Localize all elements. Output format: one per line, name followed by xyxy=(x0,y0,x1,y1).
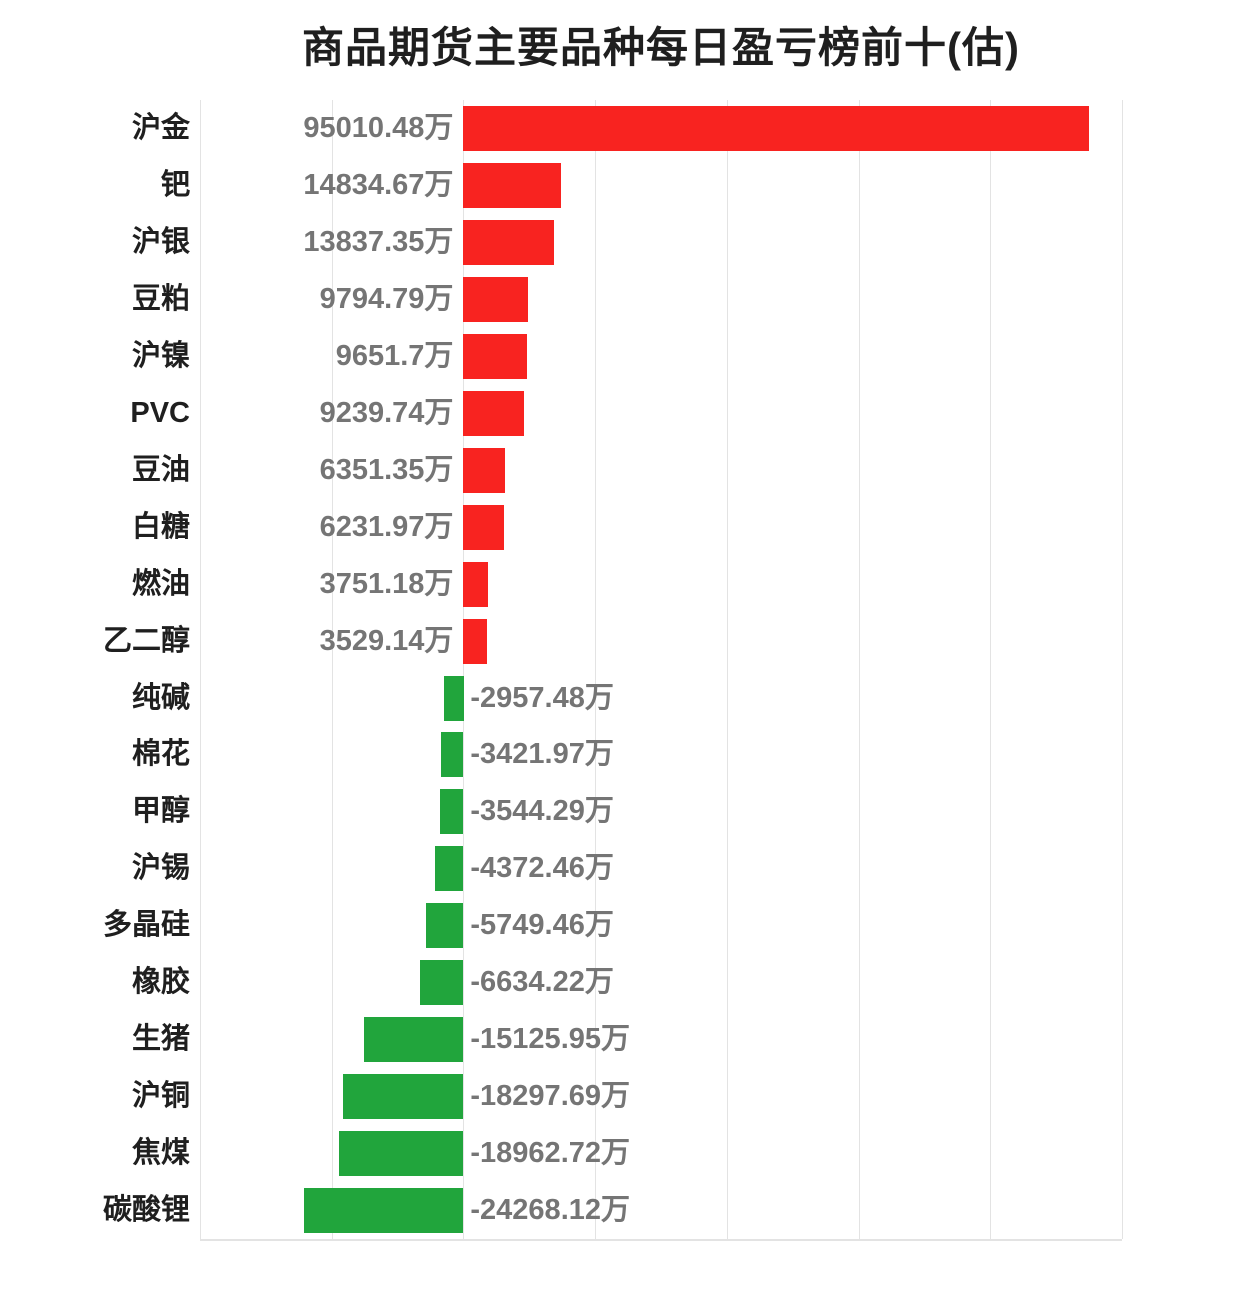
category-label: 乙二醇 xyxy=(102,624,190,657)
gridline xyxy=(595,100,597,1239)
category-label: PVC xyxy=(130,396,190,429)
bar xyxy=(303,1188,464,1233)
gridline xyxy=(463,100,465,1239)
category-label: 燃油 xyxy=(131,567,190,600)
value-label: -2957.48万 xyxy=(470,681,614,714)
plot-area: 95010.48万 14834.67万 13837.35万 9794.79万 9651.… xyxy=(200,100,1123,1241)
value-label: 6231.97万 xyxy=(319,510,454,543)
value-label: 13837.35万 xyxy=(303,225,454,258)
bar xyxy=(463,219,555,265)
category-label: 生猪 xyxy=(131,1023,190,1056)
category-label: 碳酸锂 xyxy=(102,1194,190,1226)
gridline xyxy=(858,100,860,1239)
value-label: -18962.72万 xyxy=(470,1137,631,1170)
value-label: 6351.35万 xyxy=(319,453,454,486)
value-label: 95010.48万 xyxy=(303,112,454,144)
bar xyxy=(440,789,464,835)
category-label: 橡胶 xyxy=(131,966,190,999)
bar xyxy=(463,561,489,607)
category-label: 沪锡 xyxy=(131,852,190,885)
category-label: 纯碱 xyxy=(131,681,190,714)
bar xyxy=(342,1074,464,1120)
value-label: -15125.95万 xyxy=(470,1023,631,1056)
category-label: 沪金 xyxy=(131,112,190,144)
category-axis: 沪金钯沪银豆粕沪镍 PVC 豆油白糖燃油乙二醇纯碱棉花甲醇沪锡多晶硅橡胶生猪沪铜焦煤… xyxy=(0,100,190,1239)
category-label: 沪铜 xyxy=(131,1080,190,1113)
value-label: -5749.46万 xyxy=(470,909,614,942)
category-label: 豆粕 xyxy=(131,282,190,315)
category-label: 棉花 xyxy=(131,738,190,771)
value-label: -24268.12万 xyxy=(470,1194,631,1226)
bar xyxy=(463,106,1090,151)
bar xyxy=(338,1131,464,1177)
bar xyxy=(434,846,464,892)
bar xyxy=(419,960,464,1006)
gridline xyxy=(1122,100,1123,1239)
category-label: 沪镍 xyxy=(131,339,190,372)
bar xyxy=(463,504,505,550)
gridline xyxy=(726,100,728,1239)
bar xyxy=(363,1017,464,1063)
bar xyxy=(444,675,464,721)
category-label: 甲醇 xyxy=(131,795,190,828)
value-label: 9239.74万 xyxy=(319,396,454,429)
value-label: 9651.7万 xyxy=(335,339,454,372)
bar xyxy=(463,390,525,436)
value-label: 3751.18万 xyxy=(319,567,454,600)
category-label: 焦煤 xyxy=(131,1137,190,1170)
value-label: -4372.46万 xyxy=(470,852,614,885)
category-label: 沪银 xyxy=(131,225,190,258)
category-label: 豆油 xyxy=(131,453,190,486)
category-label: 白糖 xyxy=(131,510,190,543)
bar xyxy=(463,333,527,379)
value-label: -3421.97万 xyxy=(470,738,614,771)
gridline xyxy=(331,100,333,1239)
bar xyxy=(463,162,562,208)
value-label: 3529.14万 xyxy=(319,624,454,657)
value-label: -3544.29万 xyxy=(470,795,614,828)
chart-title: 商品期货主要品种每日盈亏榜前十(估) xyxy=(302,24,1020,71)
value-label: 9794.79万 xyxy=(319,282,454,315)
category-label: 钯 xyxy=(160,168,190,201)
category-label: 多晶硅 xyxy=(102,909,190,942)
bar xyxy=(463,276,528,322)
value-label: -6634.22万 xyxy=(470,966,614,999)
gridline xyxy=(200,100,201,1239)
bar xyxy=(440,732,464,778)
value-label: -18297.69万 xyxy=(470,1080,631,1113)
gridline xyxy=(990,100,992,1239)
value-label: 14834.67万 xyxy=(303,168,454,201)
bar xyxy=(463,447,506,493)
bar xyxy=(463,618,487,664)
bar xyxy=(425,903,464,949)
